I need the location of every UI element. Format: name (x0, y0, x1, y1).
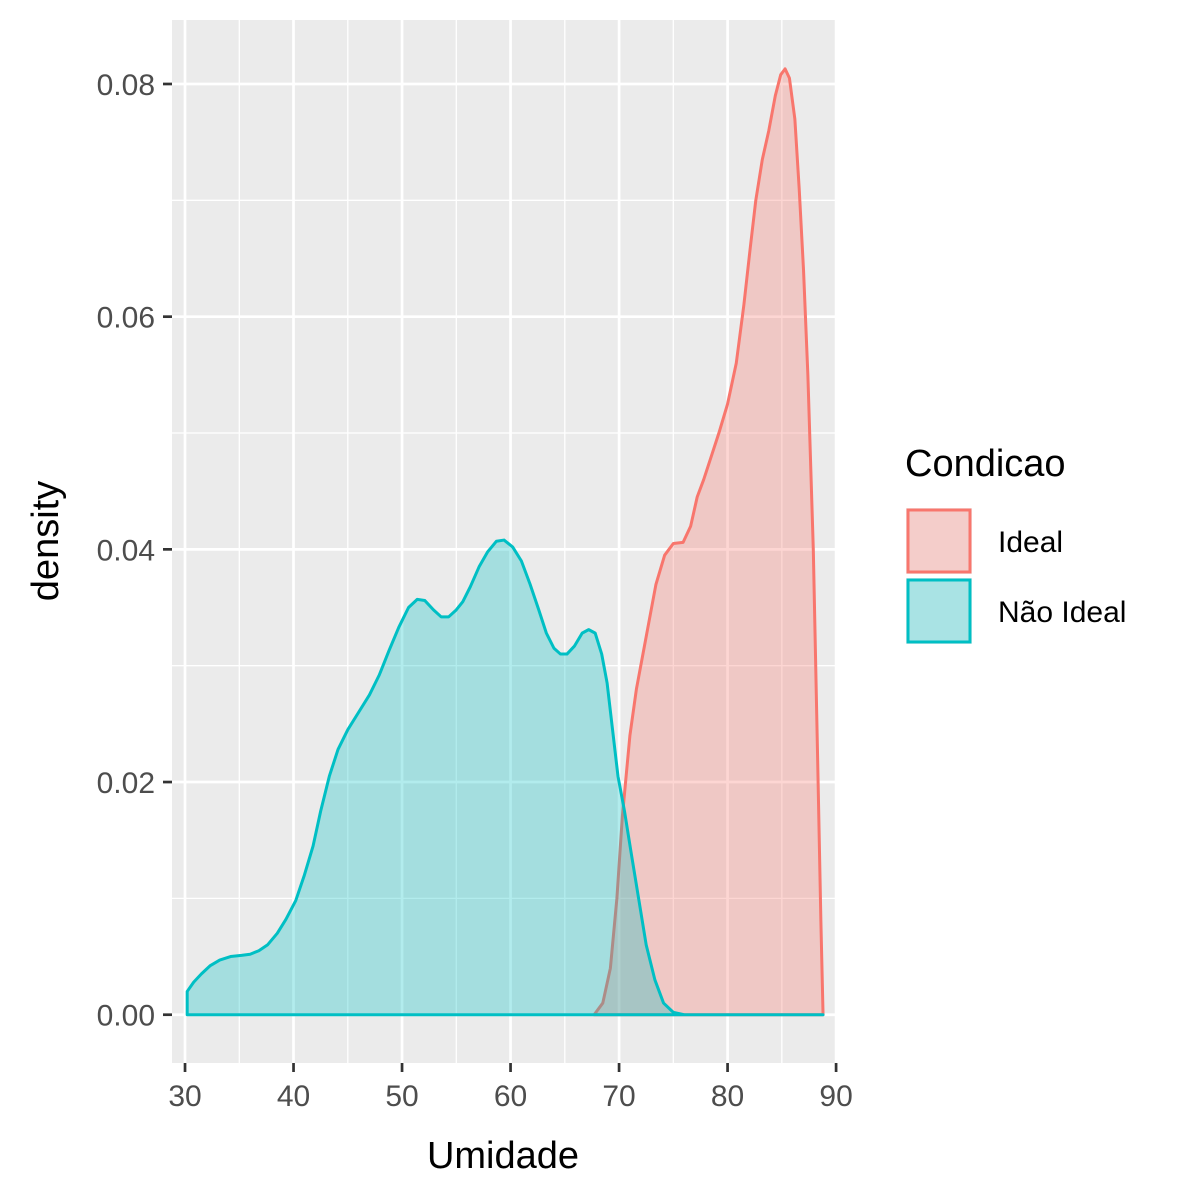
x-axis-title: Umidade (427, 1135, 579, 1177)
legend-key-n-o-ideal (906, 578, 972, 644)
legend-key-ideal (906, 508, 972, 574)
legend-title: Condicao (905, 443, 1066, 485)
legend-key-background (906, 578, 972, 644)
y-tick-label: 0.04 (97, 534, 155, 567)
minor-gridlines (172, 20, 835, 1063)
y-tick-label: 0.00 (97, 1000, 155, 1033)
x-tick-label: 60 (494, 1080, 527, 1113)
density-area-ideal (592, 67, 825, 1017)
y-tick-label: 0.02 (97, 767, 155, 800)
density-area-n-o-ideal (185, 538, 825, 1017)
y-tick-label: 0.08 (97, 69, 155, 102)
x-tick-label: 70 (602, 1080, 635, 1113)
x-tick-label: 30 (168, 1080, 201, 1113)
legend: Condicao Ideal Não Ideal (905, 443, 1126, 644)
legend-key-background (906, 508, 972, 574)
x-tick-label: 90 (819, 1080, 852, 1113)
x-tick-label: 80 (711, 1080, 744, 1113)
x-tick-label: 40 (277, 1080, 310, 1113)
x-axis: 30 40 50 60 70 80 90 (168, 1063, 853, 1113)
y-axis: 0.00 0.02 0.04 0.06 0.08 (97, 69, 172, 1033)
x-tick-label: 50 (385, 1080, 418, 1113)
legend-items: Ideal Não Ideal (906, 508, 1126, 644)
legend-label-n-o-ideal: Não Ideal (998, 596, 1126, 629)
y-axis-title: density (25, 481, 67, 601)
legend-label-ideal: Ideal (998, 526, 1063, 559)
series-layer (185, 67, 825, 1017)
y-tick-label: 0.06 (97, 302, 155, 335)
major-gridlines (172, 20, 838, 1063)
